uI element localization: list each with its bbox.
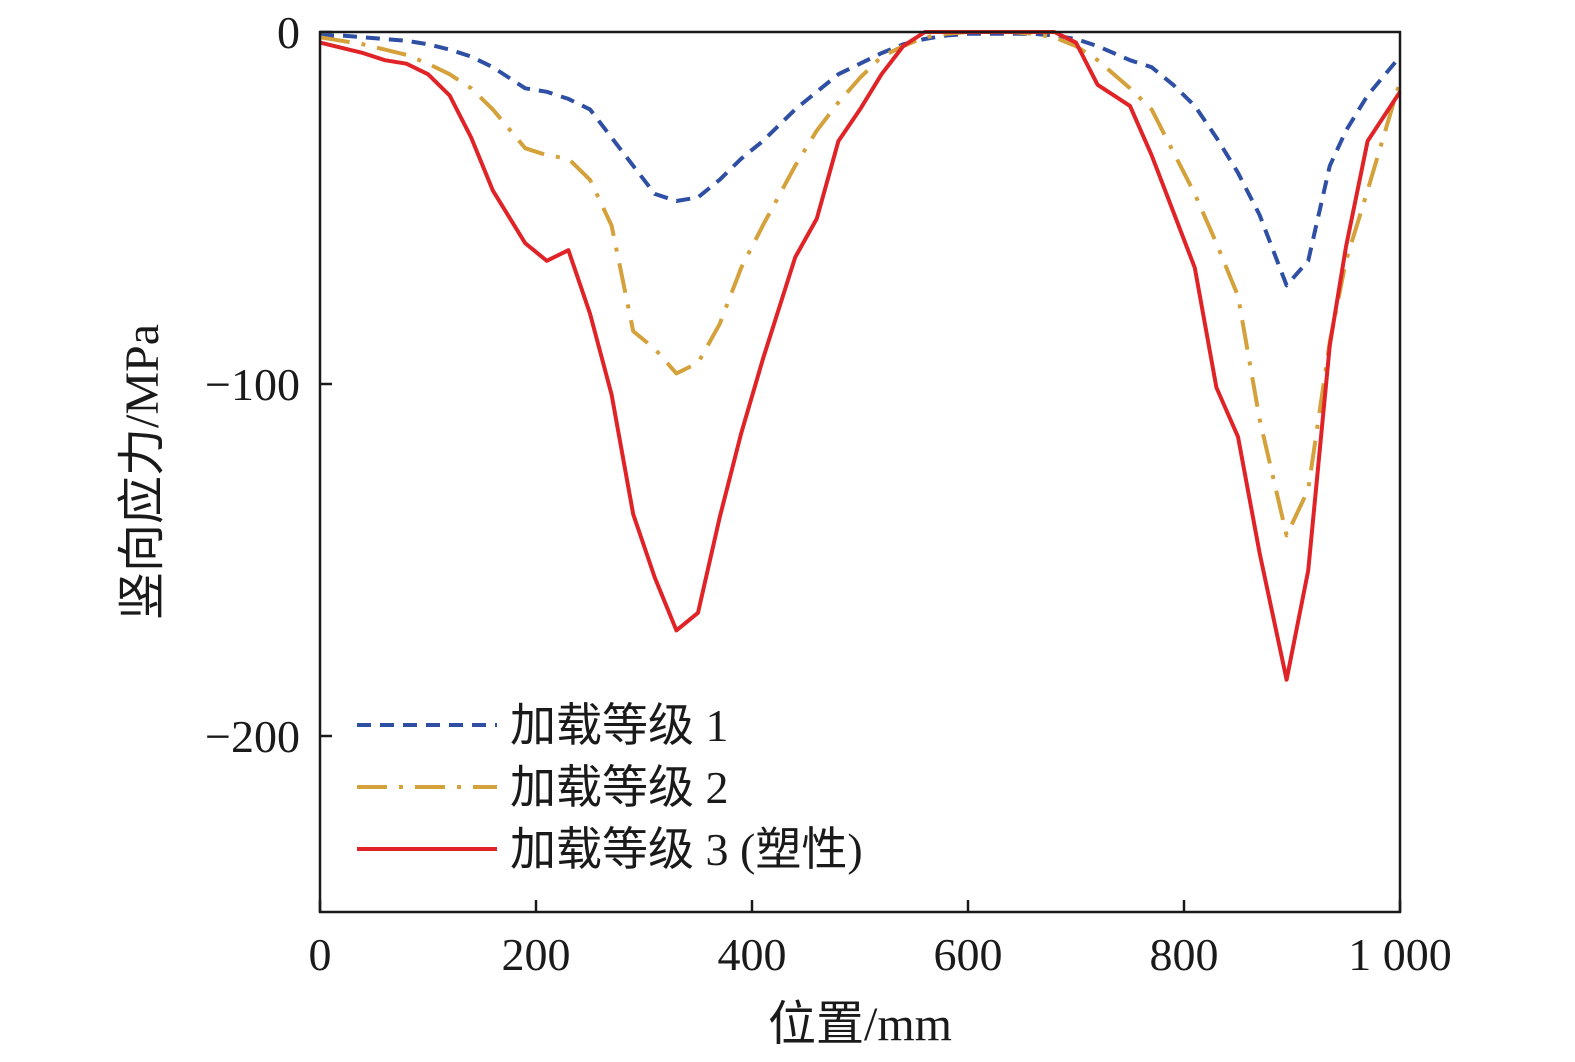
x-axis-title: 位置/mm: [768, 998, 952, 1051]
series-line-1: [320, 31, 1402, 288]
x-tick-label: 800: [1150, 929, 1219, 980]
legend-label-3: 加载等级 3 (塑性): [510, 824, 863, 875]
y-tick-label: −100: [205, 359, 300, 410]
x-tick-label: 400: [718, 929, 787, 980]
plot-frame: [318, 30, 1402, 914]
x-tick-label: 1 000: [1348, 929, 1452, 980]
y-axis: 0 −100 −200: [205, 7, 332, 762]
legend-label-2: 加载等级 2: [510, 762, 729, 813]
x-tick-label: 600: [934, 929, 1003, 980]
series-line-2: [319, 30, 1402, 538]
x-tick-label: 0: [309, 929, 332, 980]
series-lines: [319, 30, 1402, 682]
y-tick-label: −200: [205, 711, 300, 762]
x-tick-label: 200: [502, 929, 571, 980]
series-line-3: [319, 30, 1402, 682]
x-axis: 0 200 400 600 800 1 000: [309, 900, 1452, 980]
legend: 加载等级 1 加载等级 2 加载等级 3 (塑性): [357, 700, 863, 875]
y-axis-title: 竖向应力/MPa: [116, 324, 169, 620]
legend-label-1: 加载等级 1: [510, 700, 729, 751]
y-tick-label: 0: [277, 7, 300, 58]
